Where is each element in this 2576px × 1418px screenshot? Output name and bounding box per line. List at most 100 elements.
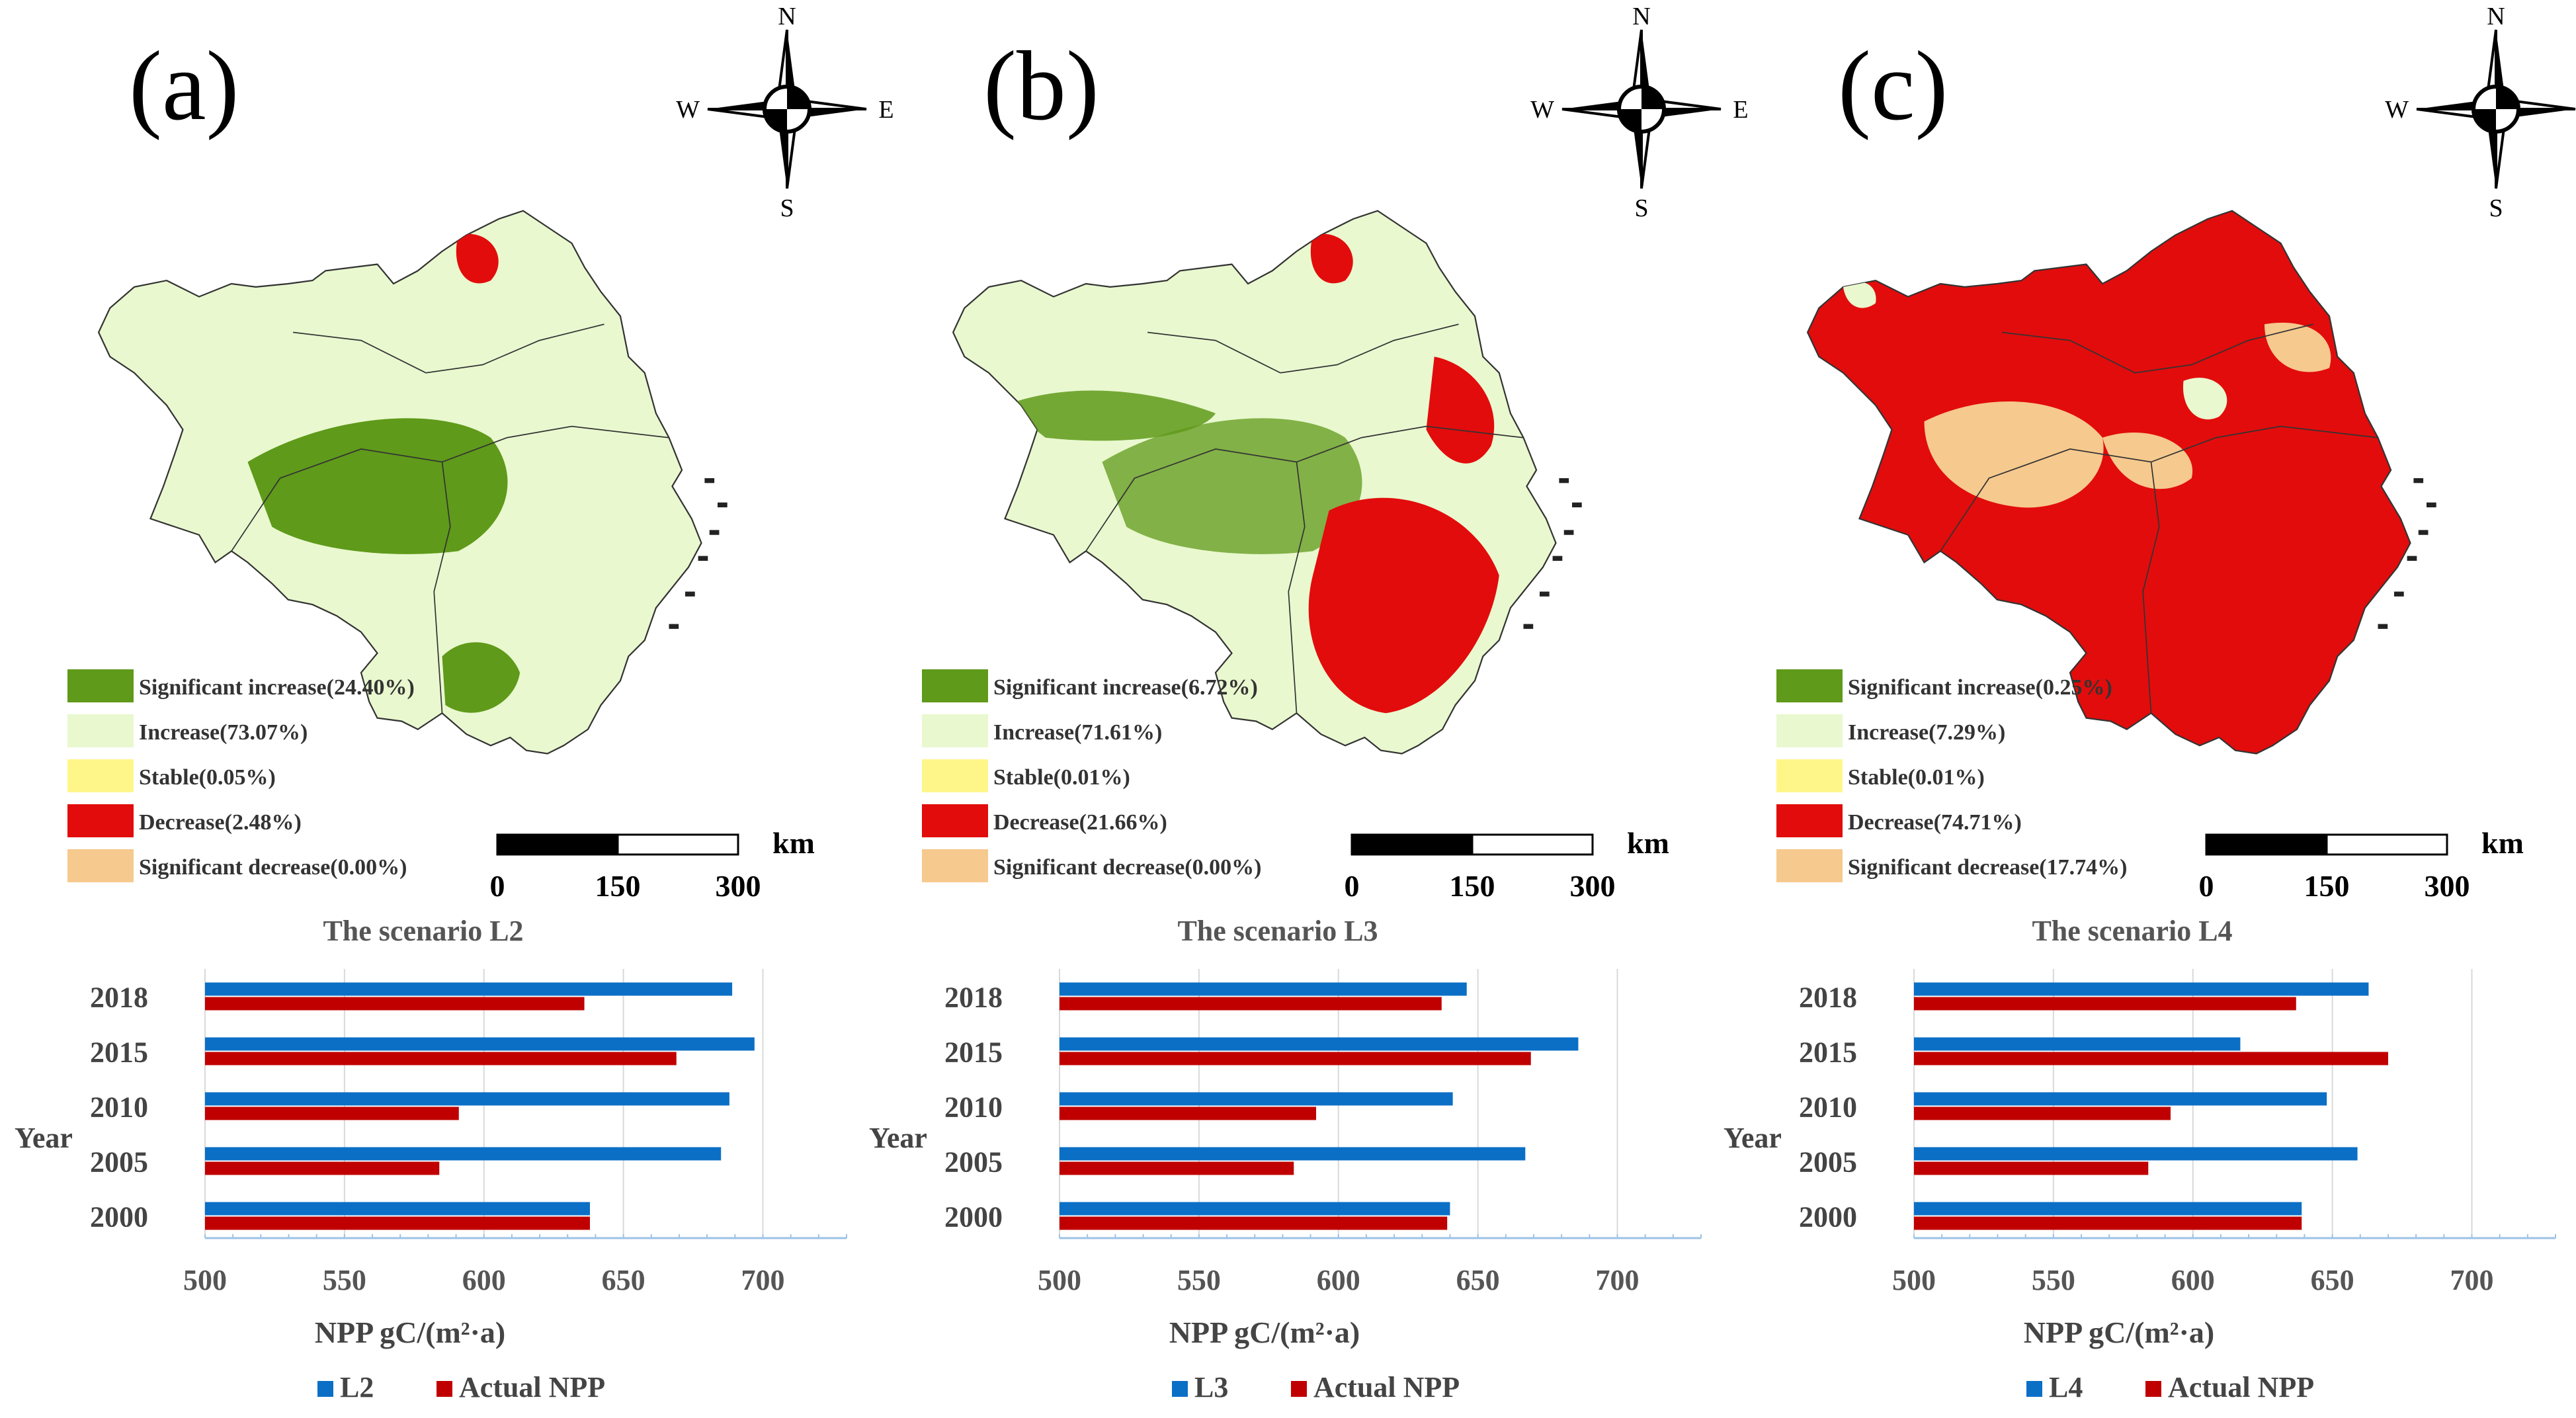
map-patch-decrease <box>1310 233 1353 284</box>
x-tick-label: 650 <box>2311 1264 2354 1296</box>
map-area <box>952 210 1582 755</box>
bar-actual-npp <box>1059 1216 1448 1230</box>
legend-swatch <box>1776 849 1843 882</box>
legend-label: Decrease(2.48%) <box>139 810 302 835</box>
legend-swatch <box>2145 1381 2161 1397</box>
panel-2: (b) N S E W Significant increase(6.72%) Increa… <box>922 3 1749 903</box>
category-label: 2010 <box>90 1091 148 1124</box>
legend-swatch <box>436 1381 452 1397</box>
x-axis-label: NPP gC/(m²·a) <box>315 1315 505 1349</box>
category-label: 2000 <box>90 1201 148 1233</box>
legend-swatch <box>922 714 988 747</box>
bar-actual-npp <box>205 1052 677 1065</box>
legend-swatch <box>922 804 988 837</box>
x-tick-label: 550 <box>1177 1264 1221 1296</box>
legend-swatch <box>1172 1381 1188 1397</box>
scale-tick-label: 300 <box>1570 869 1616 903</box>
legend-swatch <box>1776 759 1843 792</box>
legend-label: Increase(73.07%) <box>139 720 308 745</box>
category-label: 2018 <box>944 981 1003 1014</box>
bar-actual-npp <box>1059 1161 1294 1175</box>
legend-label: Stable(0.01%) <box>1848 765 1985 790</box>
category-label: 2018 <box>90 981 148 1014</box>
bar-scenario <box>1059 1037 1579 1051</box>
scale-tick-label: 150 <box>1450 869 1495 903</box>
legend-label: Significant decrease(17.74%) <box>1848 855 2127 880</box>
bar-scenario <box>1914 1202 2302 1216</box>
legend-label: Stable(0.01%) <box>993 765 1130 790</box>
legend-swatch <box>1291 1381 1307 1397</box>
category-label: 2000 <box>944 1201 1003 1233</box>
compass-icon: N S E W <box>676 3 894 222</box>
scale-bar: 0 150 300 km <box>490 826 815 903</box>
legend-label: Increase(7.29%) <box>1848 720 2005 745</box>
scale-tick-label: 150 <box>595 869 641 903</box>
compass-north-label: N <box>1632 3 1650 30</box>
legend-label: Significant decrease(0.00%) <box>993 855 1261 880</box>
map-area <box>1806 210 2436 755</box>
legend-swatch <box>67 714 134 747</box>
scale-bar: 0 150 300 km <box>1345 826 1669 903</box>
scale-tick-label: 150 <box>2304 869 2350 903</box>
scale-unit: km <box>2481 826 2524 860</box>
compass-west-label: W <box>2385 96 2409 124</box>
map-patch-significant-decrease <box>1924 401 2104 508</box>
bar-scenario <box>1059 1147 1526 1161</box>
bar-actual-npp <box>1059 997 1442 1011</box>
bar-scenario <box>205 1092 729 1106</box>
legend-swatch <box>67 669 134 702</box>
category-label: 2000 <box>1799 1201 1857 1233</box>
legend-label: Increase(71.61%) <box>993 720 1162 745</box>
legend-label: Significant increase(6.72%) <box>993 675 1258 700</box>
scale-unit: km <box>1627 826 1669 860</box>
x-tick-label: 550 <box>323 1264 366 1296</box>
panel-label: (a) <box>129 31 239 141</box>
bar-scenario <box>1914 1147 2358 1161</box>
scale-tick-label: 300 <box>2425 869 2470 903</box>
map-patch-decrease <box>1308 497 1499 714</box>
bar-scenario <box>1914 1037 2241 1051</box>
compass-icon: N S E W <box>1530 3 1749 222</box>
legend-swatch <box>922 759 988 792</box>
bar-actual-npp <box>205 1161 440 1175</box>
chart-3: The scenario L4 2018 2015 2010 2005 2000 500 55… <box>1724 915 2556 1403</box>
chart-legend: L4 Actual NPP <box>2026 1371 2314 1403</box>
compass-north-label: N <box>778 3 796 30</box>
compass-south-label: S <box>1634 194 1648 222</box>
x-tick-label: 650 <box>1456 1264 1500 1296</box>
bar-actual-npp <box>205 1216 590 1230</box>
legend-label: Actual NPP <box>459 1371 605 1403</box>
legend-label: Decrease(74.71%) <box>1848 810 2022 835</box>
legend-swatch <box>67 804 134 837</box>
legend-label: Actual NPP <box>2168 1371 2314 1403</box>
map-legend: Significant increase(24.40%) Increase(73.… <box>67 669 415 882</box>
category-label: 2010 <box>1799 1091 1857 1124</box>
panel-1: (a) N S E W Significant increase(24.40%) Incre… <box>67 3 894 903</box>
bar-actual-npp <box>205 1106 459 1120</box>
map-patch-decrease <box>456 233 499 284</box>
legend-label: L2 <box>340 1371 374 1403</box>
category-label: 2005 <box>944 1146 1003 1179</box>
bar-scenario <box>1059 1092 1453 1106</box>
category-label: 2018 <box>1799 981 1857 1014</box>
legend-swatch <box>1776 714 1843 747</box>
chart-title: The scenario L3 <box>1177 915 1378 947</box>
map-patch-decrease <box>1426 356 1495 464</box>
map-area <box>97 210 727 755</box>
bar-scenario <box>205 1202 590 1216</box>
x-tick-label: 600 <box>462 1264 506 1296</box>
category-label: 2005 <box>1799 1146 1857 1179</box>
category-label: 2015 <box>1799 1036 1857 1069</box>
x-tick-label: 600 <box>1317 1264 1360 1296</box>
legend-label: Decrease(21.66%) <box>993 810 1167 835</box>
bar-actual-npp <box>1059 1052 1531 1065</box>
legend-swatch <box>922 669 988 702</box>
x-tick-label: 550 <box>2032 1264 2075 1296</box>
scale-tick-label: 0 <box>490 869 505 903</box>
x-tick-label: 600 <box>2171 1264 2215 1296</box>
category-label: 2005 <box>90 1146 148 1179</box>
bar-scenario <box>1059 1202 1450 1216</box>
chart-title: The scenario L2 <box>323 915 523 947</box>
bar-actual-npp <box>1914 1216 2302 1230</box>
